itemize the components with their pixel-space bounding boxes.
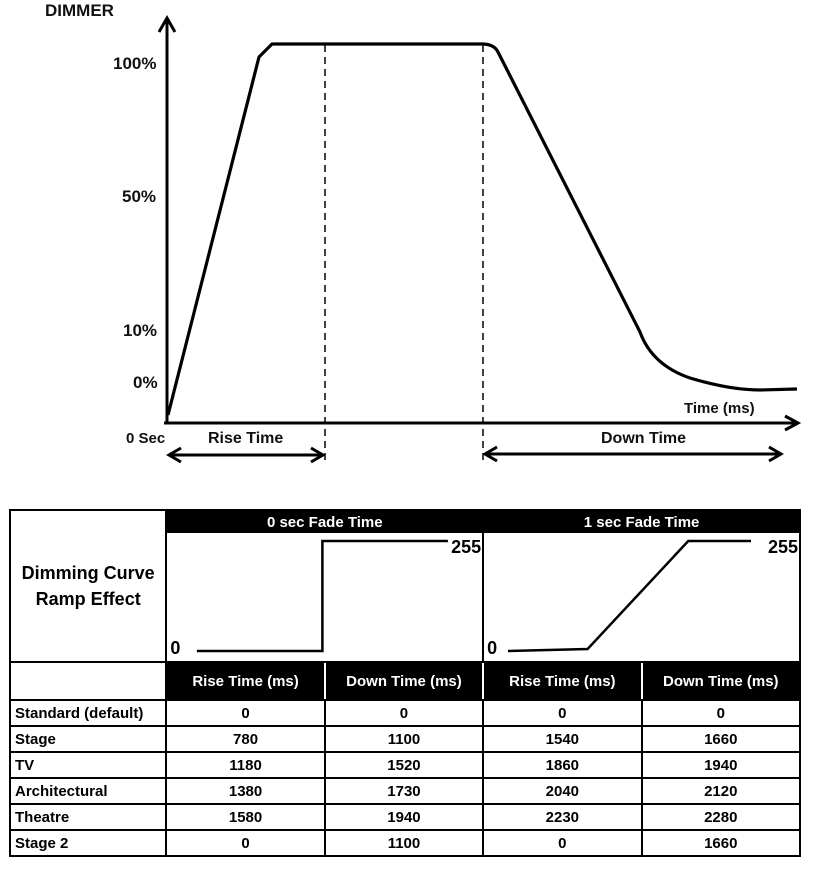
- dimmer-chart-graphic: [157, 14, 802, 464]
- corner-label: Dimming Curve Ramp Effect: [8, 509, 168, 663]
- cell-value: 0: [482, 699, 643, 727]
- cell-value: 0: [640, 699, 802, 727]
- cell-value: 1730: [323, 777, 485, 805]
- ramp-graph-0sec: 0 255: [165, 533, 485, 663]
- cell-value: 1180: [165, 751, 326, 779]
- ramp-1sec-high-label: 255: [767, 537, 798, 557]
- corner-label-line2: Ramp Effect: [35, 589, 141, 609]
- cell-value: 1100: [323, 829, 485, 857]
- row-label: Stage: [8, 725, 168, 753]
- cell-value: 2040: [482, 777, 643, 805]
- table-row: Theatre 1580 1940 2230 2280: [8, 803, 802, 831]
- ramp-0sec-high-label: 255: [451, 537, 482, 557]
- blank-header-cell: [8, 661, 168, 701]
- ramp-1sec-low-label: 0: [487, 638, 498, 658]
- y-tick-10: 10%: [123, 321, 158, 340]
- cell-value: 0: [165, 829, 326, 857]
- cell-value: 1940: [323, 803, 485, 831]
- cell-value: 1540: [482, 725, 643, 753]
- row-label: TV: [8, 751, 168, 779]
- down-time-label: Down Time: [601, 430, 687, 447]
- ramp-graph-row: 0 255 0 255: [10, 533, 801, 663]
- cell-value: 2120: [640, 777, 802, 805]
- row-label: Theatre: [8, 803, 168, 831]
- cell-value: 2230: [482, 803, 643, 831]
- cell-value: 2280: [640, 803, 802, 831]
- cell-value: 1380: [165, 777, 326, 805]
- dimmer-chart: DIMMER 100% 50% 10% 0% Time (ms) 0 Sec R…: [45, 1, 802, 464]
- cell-value: 1660: [640, 725, 802, 753]
- cell-value: 0: [482, 829, 643, 857]
- row-label: Architectural: [8, 777, 168, 805]
- cell-value: 1860: [482, 751, 643, 779]
- ramp-graph-1sec: 0 255: [482, 533, 801, 663]
- cell-value: 0: [165, 699, 326, 727]
- col-header-0sec-down: Down Time (ms): [323, 661, 485, 701]
- x-axis-label: Time (ms): [684, 400, 755, 417]
- row-label: Stage 2: [8, 829, 168, 857]
- cell-value: 1100: [323, 725, 485, 753]
- table-row: Standard (default) 0 0 0 0: [8, 699, 802, 727]
- step-curve-graphic: [197, 539, 449, 653]
- dimming-curve-table: Dimming Curve Ramp Effect 0 sec Fade Tim…: [8, 509, 802, 857]
- table-row: Architectural 1380 1730 2040 2120: [8, 777, 802, 805]
- fade-group-header-row: Dimming Curve Ramp Effect 0 sec Fade Tim…: [8, 509, 801, 663]
- cell-value: 1520: [323, 751, 485, 779]
- y-tick-0: 0%: [133, 373, 158, 392]
- row-label: Standard (default): [8, 699, 168, 727]
- cell-value: 1660: [640, 829, 802, 857]
- col-header-0sec-rise: Rise Time (ms): [165, 661, 326, 701]
- ramp-0sec-low-label: 0: [170, 638, 181, 658]
- linear-ramp-graphic: [508, 539, 752, 653]
- cell-value: 1940: [640, 751, 802, 779]
- fade-group-0-title: 0 sec Fade Time: [165, 509, 485, 533]
- rise-time-label: Rise Time: [208, 430, 284, 447]
- y-tick-50: 50%: [122, 187, 157, 206]
- col-header-1sec-down: Down Time (ms): [640, 661, 802, 701]
- cell-value: 0: [323, 699, 485, 727]
- corner-label-line1: Dimming Curve: [21, 563, 155, 583]
- column-header-row: Rise Time (ms) Down Time (ms) Rise Time …: [8, 661, 802, 701]
- origin-label: 0 Sec: [126, 430, 166, 447]
- cell-value: 780: [165, 725, 326, 753]
- col-header-1sec-rise: Rise Time (ms): [482, 661, 643, 701]
- fade-group-1-title: 1 sec Fade Time: [482, 509, 801, 533]
- table-row: Stage 780 1100 1540 1660: [8, 725, 802, 753]
- table-row: Stage 2 0 1100 0 1660: [8, 829, 802, 857]
- table-row: TV 1180 1520 1860 1940: [8, 751, 802, 779]
- y-tick-100: 100%: [113, 54, 157, 73]
- y-axis-title: DIMMER: [45, 1, 114, 20]
- cell-value: 1580: [165, 803, 326, 831]
